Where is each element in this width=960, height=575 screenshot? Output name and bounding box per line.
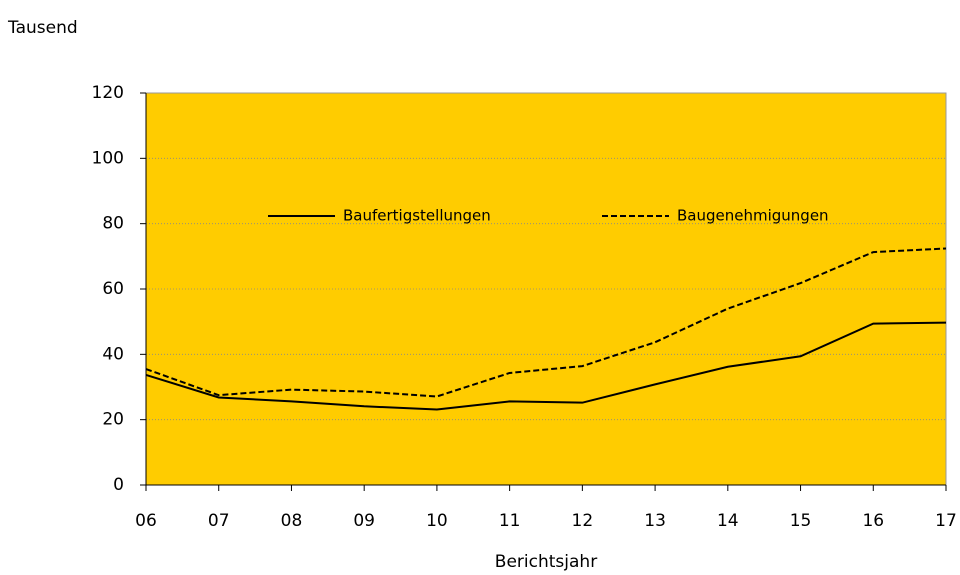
y-tick-label: 40 [102,344,124,364]
x-tick-label: 13 [644,511,666,531]
legend-label: Baufertigstellungen [343,207,491,225]
x-axis-label: Berichtsjahr [495,552,597,572]
x-tick-label: 12 [572,511,594,531]
x-tick-label: 16 [862,511,884,531]
y-axis-label: Tausend [7,18,78,38]
y-tick-label: 120 [92,83,124,103]
y-tick-label: 20 [102,410,124,430]
legend-label: Baugenehmigungen [677,207,829,225]
y-tick-label: 100 [92,148,124,168]
x-tick-label: 15 [790,511,812,531]
series-line [145,247,947,398]
series-line [145,321,947,411]
x-tick-label: 06 [135,511,157,531]
y-tick-label: 80 [102,214,124,234]
x-tick-label: 08 [281,511,303,531]
x-tick-label: 10 [426,511,448,531]
x-tick-label: 09 [353,511,375,531]
x-tick-label: 14 [717,511,739,531]
y-tick-label: 0 [113,475,124,495]
x-tick-label: 07 [208,511,230,531]
x-tick-label: 11 [499,511,521,531]
x-tick-label: 17 [935,511,957,531]
y-tick-label: 60 [102,279,124,299]
